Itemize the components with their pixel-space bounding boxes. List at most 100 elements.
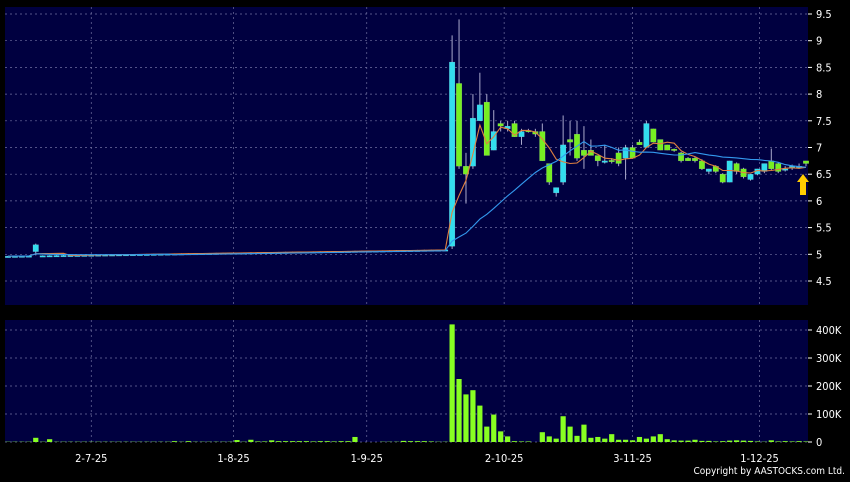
candle-body xyxy=(47,256,53,258)
volume-bar xyxy=(588,438,593,442)
volume-bar xyxy=(547,436,552,442)
candle-body xyxy=(560,145,566,182)
candle-body xyxy=(33,245,39,252)
candle-body xyxy=(581,150,587,155)
price-tick-label: 8 xyxy=(816,88,822,101)
volume-bar xyxy=(554,439,559,442)
volume-bar xyxy=(713,441,718,442)
candle-body xyxy=(553,188,559,193)
volume-bar xyxy=(720,441,725,442)
volume-bar xyxy=(318,441,323,442)
price-tick-label: 6 xyxy=(816,195,822,208)
volume-bar xyxy=(352,437,357,442)
volume-bar xyxy=(630,440,635,442)
volume-bar xyxy=(526,441,531,442)
volume-bar xyxy=(672,440,677,442)
candle-body xyxy=(567,139,573,142)
volume-bar xyxy=(790,441,795,442)
volume-bar xyxy=(651,436,656,442)
volume-bar xyxy=(505,436,510,442)
volume-bar xyxy=(491,415,496,442)
volume-bar xyxy=(269,440,274,442)
volume-bar xyxy=(33,438,38,442)
date-tick-label: 2-7-25 xyxy=(75,452,107,465)
candle-body xyxy=(477,105,483,121)
volume-bar xyxy=(595,437,600,442)
volume-bar xyxy=(602,439,607,442)
candle-body xyxy=(657,139,663,150)
volume-bar xyxy=(692,440,697,442)
candle-body xyxy=(540,131,546,160)
candle-body xyxy=(748,174,754,179)
volume-bar xyxy=(283,441,288,442)
candle-body xyxy=(623,148,629,159)
volume-bar xyxy=(734,440,739,442)
candle-body xyxy=(498,123,504,126)
volume-bar xyxy=(776,441,781,442)
volume-bar xyxy=(415,441,420,442)
volume-bar xyxy=(623,440,628,442)
candle-body xyxy=(803,161,809,164)
volume-bar xyxy=(567,427,572,442)
volume-bar xyxy=(345,441,350,442)
date-tick-label: 2-10-25 xyxy=(485,452,524,465)
volume-bar xyxy=(422,441,427,442)
volume-bar xyxy=(463,394,468,442)
candle-body xyxy=(651,129,657,142)
candle-body xyxy=(775,164,781,172)
volume-bar xyxy=(429,441,434,442)
volume-bar xyxy=(401,441,406,442)
volume-bar xyxy=(609,434,614,442)
volume-bar xyxy=(699,441,704,442)
volume-bar xyxy=(803,441,808,442)
candle-body xyxy=(637,142,643,145)
date-tick-label: 1-9-25 xyxy=(351,452,383,465)
volume-tick-label: 400K xyxy=(816,324,842,337)
candle-body xyxy=(470,118,476,166)
volume-bar xyxy=(338,441,343,442)
volume-bar xyxy=(172,441,177,442)
price-panel xyxy=(5,7,808,305)
volume-bar xyxy=(262,441,267,442)
price-tick-label: 6.5 xyxy=(816,168,832,181)
candle-body xyxy=(699,161,705,169)
volume-bar xyxy=(783,441,788,442)
volume-bar xyxy=(297,441,302,442)
volume-tick-label: 300K xyxy=(816,352,842,365)
volume-bar xyxy=(727,441,732,442)
date-tick-label: 3-11-25 xyxy=(613,452,652,465)
volume-bar xyxy=(665,439,670,442)
volume-bar xyxy=(255,441,260,442)
volume-tick-label: 100K xyxy=(816,408,842,421)
date-tick-label: 1-12-25 xyxy=(740,452,779,465)
candle-body xyxy=(630,148,636,159)
volume-bar xyxy=(741,441,746,442)
volume-bar xyxy=(796,441,801,442)
volume-panel xyxy=(5,320,808,442)
volume-bar xyxy=(658,434,663,442)
candle-body xyxy=(644,123,650,147)
candle-body xyxy=(456,83,462,166)
volume-bar xyxy=(561,416,566,442)
candle-body xyxy=(727,161,733,182)
volume-bar xyxy=(574,436,579,442)
volume-tick-label: 200K xyxy=(816,380,842,393)
candle-body xyxy=(685,158,691,161)
volume-bar xyxy=(304,441,309,442)
volume-bar xyxy=(519,441,524,442)
volume-bar xyxy=(234,440,239,442)
candle-body xyxy=(595,156,601,161)
volume-bar xyxy=(477,406,482,442)
volume-tick-label: 0 xyxy=(816,436,822,449)
candle-body xyxy=(671,149,677,151)
price-tick-label: 9.5 xyxy=(816,8,832,21)
candle-body xyxy=(546,164,552,183)
date-tick-label: 1-8-25 xyxy=(217,452,249,465)
price-tick-label: 5 xyxy=(816,248,822,261)
price-tick-label: 7.5 xyxy=(816,115,832,128)
volume-bar xyxy=(769,440,774,442)
candle-body xyxy=(54,255,60,257)
volume-bar xyxy=(290,441,295,442)
volume-bar xyxy=(755,441,760,442)
